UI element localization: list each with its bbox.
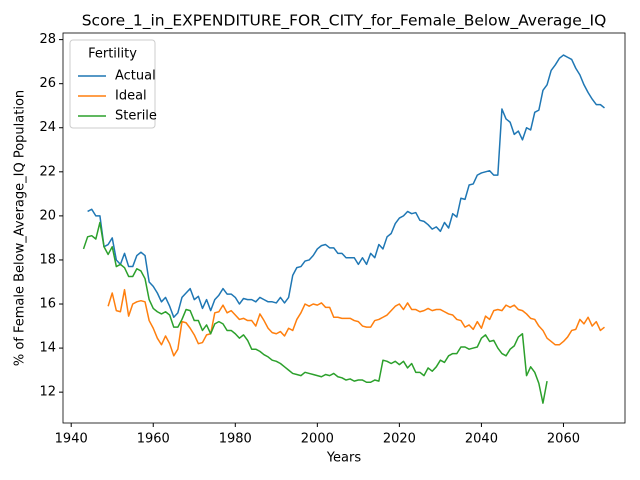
x-tick-label: 1980	[219, 432, 252, 447]
legend: Fertility Actual Ideal Sterile	[69, 39, 157, 129]
legend-box	[69, 39, 156, 129]
line-series	[87, 54, 605, 318]
y-tick-label: 26	[39, 76, 56, 91]
y-tick-label: 24	[39, 120, 56, 135]
legend-label: Ideal	[115, 89, 147, 104]
x-tick-label: 1960	[137, 432, 170, 447]
legend-title: Fertility	[88, 47, 137, 62]
line-series	[82, 221, 548, 404]
y-tick-label: 12	[39, 385, 56, 400]
y-tick-label: 16	[39, 297, 56, 312]
legend-label: Actual	[115, 69, 156, 84]
chart-title: Score_1_in_EXPENDITURE_FOR_CITY_for_Fema…	[82, 12, 607, 31]
x-tick-label: 2040	[465, 432, 498, 447]
plot-frame	[62, 32, 626, 424]
y-axis-label: % of Female Below_Average_IQ Population	[13, 90, 28, 366]
x-tick-label: 2060	[547, 432, 580, 447]
line-series	[107, 288, 605, 357]
y-tick-label: 22	[39, 164, 56, 179]
y-tick-label: 28	[39, 32, 56, 47]
y-tick-label: 14	[39, 341, 56, 356]
legend-label: Sterile	[115, 109, 157, 124]
x-tick-label: 1940	[55, 432, 88, 447]
x-axis-label: Years	[326, 451, 362, 466]
y-tick-label: 18	[39, 252, 56, 267]
y-tick-label: 20	[39, 208, 56, 223]
x-tick-label: 2000	[301, 432, 334, 447]
x-tick-label: 2020	[383, 432, 416, 447]
